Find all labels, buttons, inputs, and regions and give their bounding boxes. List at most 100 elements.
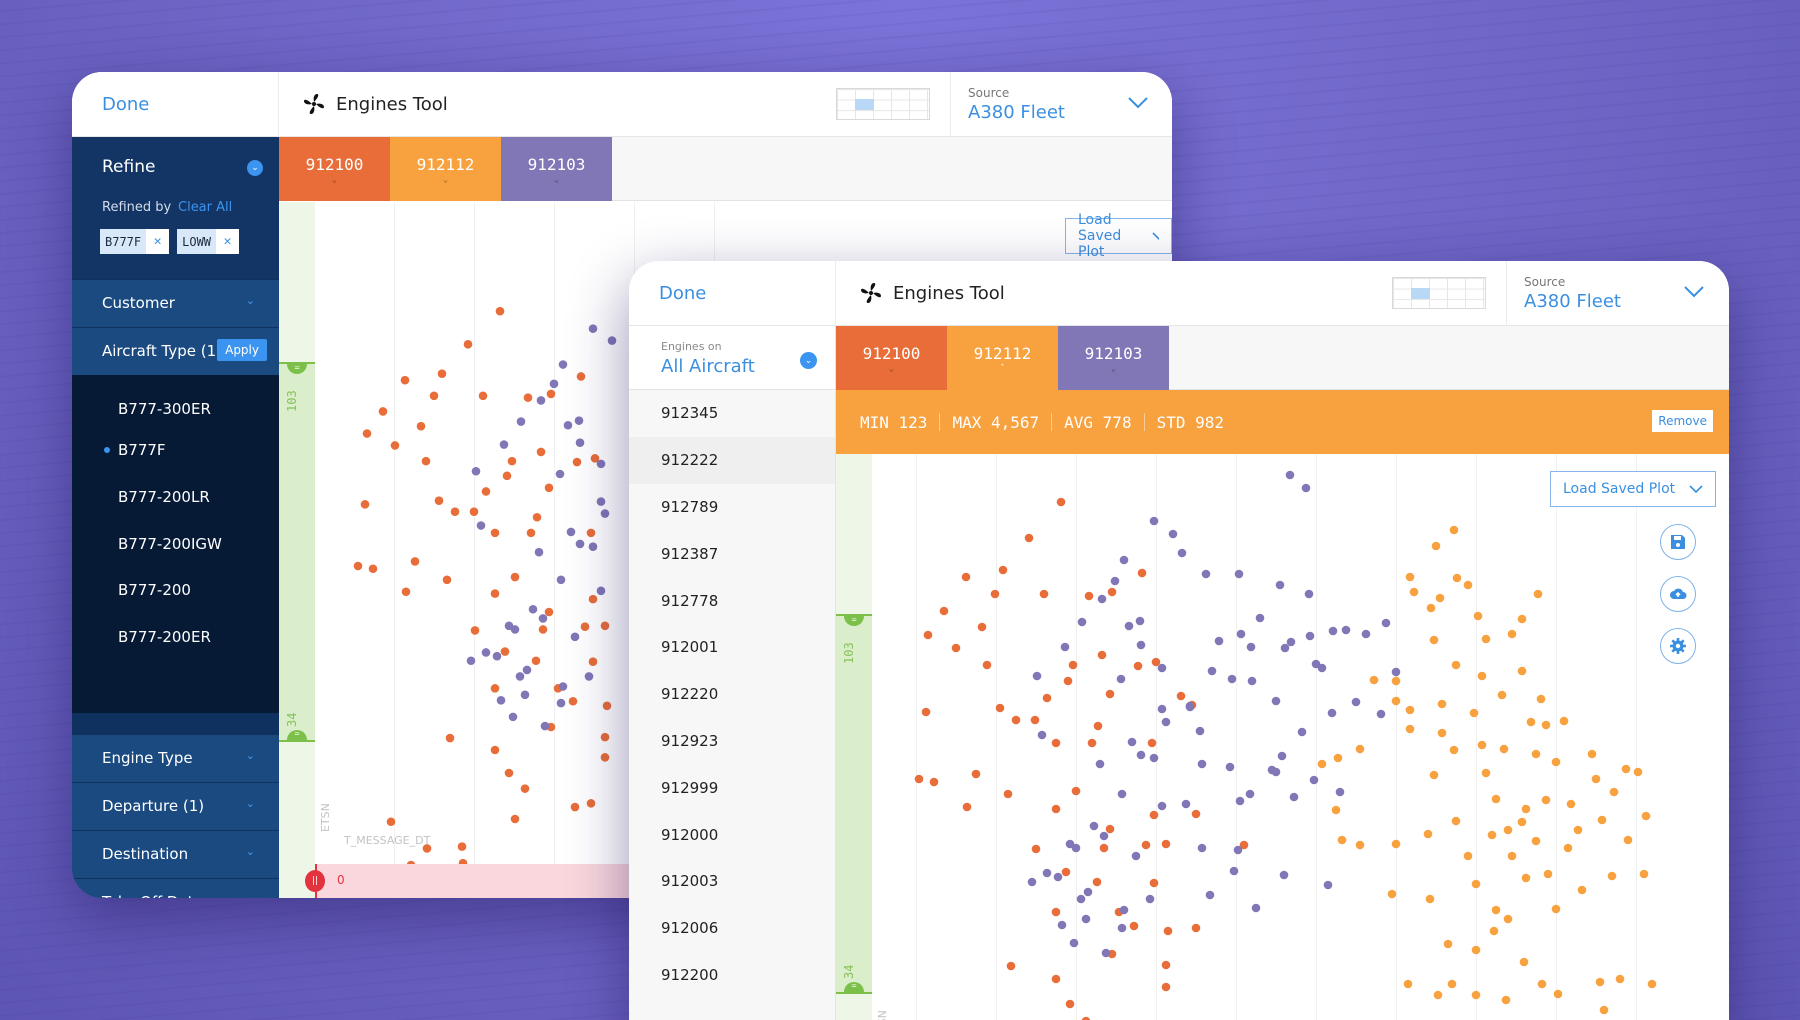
engine-list-item-highlighted[interactable]: 912222 (629, 436, 835, 484)
slider-handle-top[interactable]: = (844, 616, 864, 626)
slider-handle-x[interactable]: || (305, 870, 325, 892)
data-point-912103 (1032, 671, 1042, 681)
data-point-912103 (1304, 589, 1314, 599)
y-range-slider[interactable]: = = 103 34 (279, 202, 315, 898)
y-axis-label: ETSN (876, 1010, 889, 1020)
load-saved-plot-dropdown[interactable]: Load Saved Plot (1065, 212, 1172, 260)
engine-list-item[interactable]: 912001 (661, 638, 719, 657)
front-scatter-plot[interactable]: = = 103 34 ETSN Load Saved Plot (836, 454, 1729, 1020)
engine-list-item[interactable]: 912789 (661, 497, 719, 516)
tab-912112[interactable]: 912112 ˆ (947, 326, 1058, 390)
data-point-912103 (1136, 750, 1146, 760)
layout-grid-picker[interactable] (1392, 277, 1486, 309)
load-saved-plot-dropdown[interactable]: Load Saved Plot (1550, 471, 1717, 507)
data-point-912112 (1517, 666, 1527, 676)
aircraft-type-options: B777-300ER B777F B777-200LR B777-200IGW … (72, 375, 279, 713)
data-point-912100 (1081, 1016, 1091, 1020)
done-button[interactable]: Done (659, 283, 707, 304)
data-point-912100 (544, 483, 554, 493)
aircraft-option-selected[interactable]: B777F (118, 441, 166, 459)
data-point-912103 (471, 466, 481, 476)
aircraft-option[interactable]: B777-200ER (118, 628, 211, 646)
engine-list-item[interactable]: 912000 (661, 825, 719, 844)
slider-handle-top[interactable]: = (287, 364, 307, 374)
data-point-912103 (1119, 905, 1129, 915)
data-point-912100 (998, 565, 1008, 575)
collapse-toggle-icon[interactable]: ⌄ (247, 160, 263, 176)
data-point-912103 (588, 324, 598, 333)
chevron-down-icon (1684, 286, 1704, 298)
data-point-912100 (478, 391, 488, 401)
data-point-912112 (1405, 724, 1415, 734)
tab-912103[interactable]: 912103 ⌄ (1058, 326, 1169, 390)
source-dropdown[interactable]: Source A380 Fleet (950, 72, 1172, 137)
clear-all-link[interactable]: Clear All (178, 200, 233, 215)
data-point-912112 (1473, 611, 1483, 621)
engine-list-item[interactable]: 912200 (661, 965, 719, 984)
remove-chip-icon[interactable]: ✕ (216, 229, 240, 254)
y-range-slider[interactable]: = = 103 34 (836, 454, 872, 1020)
engine-list-item[interactable]: 912006 (661, 919, 719, 938)
slider-handle-bottom[interactable]: = (844, 982, 864, 992)
data-point-912112 (1587, 749, 1597, 759)
upload-plot-button[interactable] (1660, 576, 1696, 612)
filter-customer[interactable]: Customer ⌄ (72, 279, 279, 327)
data-point-912103 (1069, 938, 1079, 948)
filter-take-off-date[interactable]: Take Off Date⌄ (72, 878, 279, 898)
layout-grid-picker[interactable] (836, 88, 930, 120)
data-point-912103 (1195, 726, 1205, 736)
data-point-912100 (450, 507, 460, 517)
plot-settings-button[interactable] (1660, 628, 1696, 664)
data-point-912100 (1105, 689, 1115, 699)
data-point-912112 (1491, 905, 1501, 915)
data-point-912112 (1491, 794, 1501, 804)
engines-on-selector[interactable]: Engines on All Aircraft ⌄ (629, 326, 835, 390)
engine-list-item[interactable]: 912220 (661, 685, 719, 704)
data-point-912103 (1097, 594, 1107, 604)
aircraft-option[interactable]: B777-200LR (118, 488, 210, 506)
data-point-912100 (368, 564, 378, 574)
data-point-912112 (1507, 629, 1517, 639)
filter-destination[interactable]: Destination ⌄ (72, 830, 279, 878)
data-point-912100 (421, 456, 431, 466)
data-point-912103 (556, 698, 566, 708)
tab-912103[interactable]: 912103 ⌄ (501, 137, 612, 201)
remove-button[interactable]: Remove (1652, 410, 1713, 432)
source-dropdown[interactable]: Source A380 Fleet (1506, 261, 1728, 326)
engine-list-item[interactable]: 912387 (661, 544, 719, 563)
data-point-912103 (1145, 894, 1155, 904)
aircraft-option[interactable]: B777-200IGW (118, 535, 222, 553)
apply-button[interactable]: Apply (217, 339, 267, 361)
engine-list-item[interactable]: 912923 (661, 731, 719, 750)
tab-912100[interactable]: 912100 ⌄ (279, 137, 390, 201)
data-point-912103 (556, 575, 566, 585)
data-point-912112 (1487, 830, 1497, 840)
filter-departure[interactable]: Departure (1) ⌄ (72, 782, 279, 830)
save-plot-button[interactable] (1660, 524, 1696, 560)
data-point-912112 (1517, 817, 1527, 827)
engine-list-item[interactable]: 912345 (661, 404, 719, 423)
data-point-912100 (429, 391, 439, 401)
data-point-912100 (602, 701, 612, 711)
slider-handle-bottom[interactable]: = (287, 730, 307, 740)
aircraft-option[interactable]: B777-200 (118, 581, 191, 599)
data-point-912112 (1437, 699, 1447, 709)
data-point-912100 (1176, 691, 1186, 701)
data-point-912100 (1051, 804, 1061, 814)
filter-aircraft-type[interactable]: Aircraft Type (1) Apply (72, 327, 279, 375)
tab-912112[interactable]: 912112 ⌄ (390, 137, 501, 201)
tab-912100[interactable]: 912100 ⌄ (836, 326, 947, 390)
data-point-912112 (1615, 974, 1625, 984)
engine-list-item[interactable]: 912778 (661, 591, 719, 610)
data-point-912103 (596, 497, 606, 506)
data-point-912103 (1247, 676, 1257, 686)
aircraft-option[interactable]: B777-300ER (118, 400, 211, 418)
engine-list-item[interactable]: 912999 (661, 778, 719, 797)
data-point-912100 (434, 496, 444, 505)
data-point-912103 (1227, 674, 1237, 684)
filter-engine-type[interactable]: Engine Type ⌄ (72, 734, 279, 782)
done-button[interactable]: Done (102, 94, 150, 115)
data-point-912103 (1286, 637, 1296, 647)
engine-list-item[interactable]: 912003 (661, 872, 719, 891)
remove-chip-icon[interactable]: ✕ (146, 229, 170, 254)
